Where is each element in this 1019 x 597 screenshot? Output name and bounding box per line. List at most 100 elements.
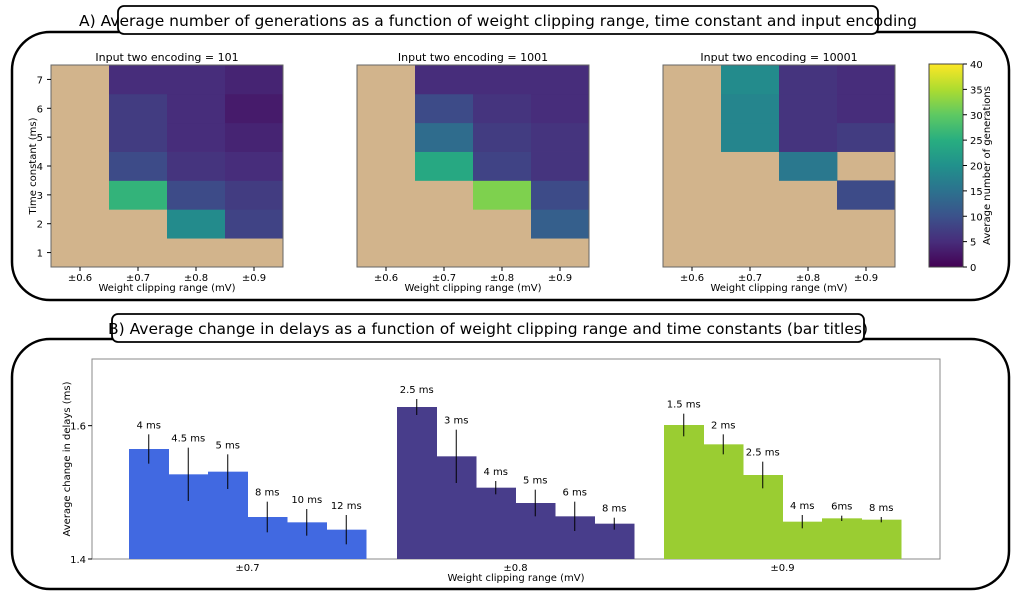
hm1-cell — [109, 122, 168, 152]
colorbar-label: Average number of generations — [982, 86, 993, 245]
bar-label: 2.5 ms — [400, 385, 434, 396]
bar-label: 8 ms — [869, 503, 894, 514]
hm2-cell — [473, 65, 532, 95]
hm1-xtick-label: ±0.9 — [242, 273, 266, 284]
bar-label: 6 ms — [563, 488, 588, 499]
hm1-cell — [109, 180, 168, 210]
hm2-cell — [415, 151, 474, 181]
hm2-cell — [531, 151, 590, 181]
colorbar-tick-label: 15 — [970, 187, 983, 198]
hm2-cell — [531, 180, 590, 210]
bar-xlabel: Weight clipping range (mV) — [447, 573, 584, 584]
hm1-cell — [167, 65, 226, 95]
hm2-xlabel: Weight clipping range (mV) — [404, 283, 541, 294]
hm3-title: Input two encoding = 10001 — [700, 51, 857, 64]
hm3-cell — [837, 65, 896, 95]
hm3-cell — [779, 93, 838, 124]
hm1-ytick-label: 6 — [37, 104, 43, 115]
bar — [861, 519, 902, 559]
section-b-header: B) Average change in delays as a functio… — [108, 320, 868, 338]
hm3-xtick-label: ±0.7 — [738, 273, 762, 284]
hm3-cell — [837, 93, 896, 124]
colorbar-tick-label: 20 — [970, 162, 983, 173]
hm1-cell — [109, 65, 168, 95]
hm1-ytick-label: 1 — [37, 249, 43, 260]
hm2-cell — [531, 93, 590, 124]
hm1-cell — [225, 65, 284, 95]
section-a-header-box — [117, 5, 879, 35]
bar — [743, 475, 783, 559]
bar-label: 4 ms — [790, 501, 815, 512]
hm1-cell — [167, 151, 226, 181]
hm3-cell — [837, 122, 896, 152]
hm1-cell — [225, 93, 284, 124]
hm2-xtick-label: ±0.7 — [432, 273, 456, 284]
hm3-xtick-label: ±0.8 — [796, 273, 820, 284]
hm3-cell — [721, 65, 780, 95]
bar-label: 4 ms — [484, 467, 509, 478]
section-a-header: A) Average number of generations as a fu… — [79, 12, 917, 30]
bar-group-label: ±0.8 — [503, 563, 527, 574]
hm1-cell — [109, 93, 168, 124]
bar — [476, 487, 516, 559]
bar-label: 6ms — [831, 502, 852, 513]
colorbar-tick-label: 30 — [970, 111, 983, 122]
hm1-xtick-label: ±0.8 — [184, 273, 208, 284]
hm2-cell — [473, 151, 532, 181]
bar-group-label: ±0.9 — [770, 563, 794, 574]
hm2-xtick-label: ±0.8 — [490, 273, 514, 284]
hm3-cell — [779, 122, 838, 152]
hm1-ytick-label: 4 — [37, 162, 43, 173]
hm2-frame — [356, 64, 590, 268]
hm3-xlabel: Weight clipping range (mV) — [710, 283, 847, 294]
hm2-cell — [531, 209, 590, 239]
colorbar — [928, 63, 964, 268]
bar — [129, 449, 169, 559]
hm2-cell — [415, 65, 474, 95]
hm1-ytick-label: 3 — [37, 191, 43, 202]
bar — [397, 407, 437, 559]
hm3-cell — [779, 65, 838, 95]
hm1-cell — [225, 180, 284, 210]
hm2-cell — [473, 180, 532, 210]
hm1-cell — [167, 122, 226, 152]
hm1-cell — [225, 122, 284, 152]
hm3-cell — [721, 122, 780, 152]
hm1-cell — [225, 209, 284, 239]
bar-group-label: ±0.7 — [235, 563, 259, 574]
hm1-cell — [109, 151, 168, 181]
bar-label: 12 ms — [331, 501, 362, 512]
hm2-cell — [415, 93, 474, 124]
bar-label: 10 ms — [291, 495, 322, 506]
hm2-cell — [473, 93, 532, 124]
hm3-xtick-label: ±0.6 — [680, 273, 704, 284]
hm1-xtick-label: ±0.7 — [126, 273, 150, 284]
hm3-frame — [662, 64, 896, 268]
bar — [664, 425, 704, 559]
hm1-xtick-label: ±0.6 — [68, 273, 92, 284]
colorbar-tick-label: 35 — [970, 85, 983, 96]
bar-label: 5 ms — [216, 440, 241, 451]
colorbar-tick-label: 0 — [970, 263, 976, 274]
hm2-xtick-label: ±0.6 — [374, 273, 398, 284]
section-b-header-box — [111, 313, 865, 343]
hm2-cell — [415, 122, 474, 152]
hm1-ylabel: Time constant (ms) — [28, 117, 39, 215]
hm2-xtick-label: ±0.9 — [548, 273, 572, 284]
bar — [703, 444, 744, 559]
hm2-cell — [531, 122, 590, 152]
hm3-cell — [779, 151, 838, 181]
hm3-cell — [837, 180, 896, 210]
bar-ytick-label: 1.4 — [70, 555, 86, 566]
bar-ytick-label: 1.6 — [70, 422, 86, 433]
hm2-cell — [473, 122, 532, 152]
hm1-title: Input two encoding = 101 — [95, 51, 238, 64]
hm2-title: Input two encoding = 1001 — [398, 51, 548, 64]
hm1-cell — [167, 180, 226, 210]
hm3-cell — [721, 93, 780, 124]
bar-label: 8 ms — [602, 504, 627, 515]
colorbar-tick-label: 10 — [970, 212, 983, 223]
bar-ylabel: Average change in delays (ms) — [62, 381, 73, 536]
